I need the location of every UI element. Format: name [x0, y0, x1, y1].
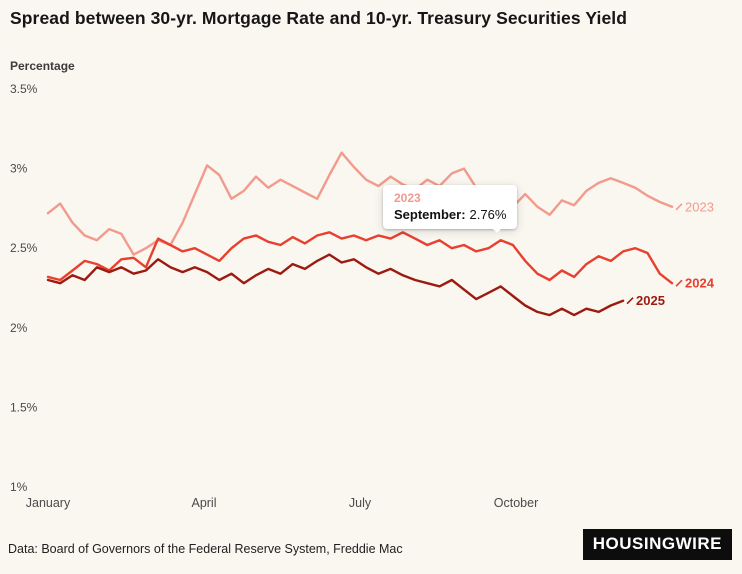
housingwire-logo: HOUSINGWIRE	[582, 529, 732, 560]
y-tick-label: 3.5%	[10, 82, 38, 96]
series-label-tick-2025	[626, 297, 634, 305]
tooltip-point-label: September:	[394, 207, 466, 222]
x-tick-label: July	[349, 496, 372, 510]
series-end-label-2024[interactable]: 2024	[685, 276, 715, 291]
chart-svg[interactable]: 1% 1.5% 2% 2.5% 3% 3.5% January April July Octobe…	[0, 70, 742, 526]
y-tick-label: 1%	[10, 480, 28, 494]
chart-title: Spread between 30-yr. Mortgage Rate and …	[10, 8, 628, 28]
series-line-2024[interactable]	[46, 231, 674, 285]
x-tick-label: October	[494, 496, 538, 510]
y-tick-label: 2%	[10, 321, 28, 335]
data-source-note: Data: Board of Governors of the Federal …	[8, 542, 403, 556]
tooltip-point-value: 2.76%	[469, 207, 507, 222]
chart-footer: Data: Board of Governors of the Federal …	[0, 526, 742, 574]
chart-tooltip: 2023 September: 2.76%	[383, 185, 518, 233]
series-end-label-2023[interactable]: 2023	[685, 199, 714, 214]
series-line-2025[interactable]	[46, 253, 625, 317]
x-tick-label: April	[191, 496, 216, 510]
y-tick-label: 1.5%	[10, 400, 38, 414]
y-axis-title: Percentage	[10, 59, 75, 73]
y-tick-label: 2.5%	[10, 241, 38, 255]
tooltip-value-line: September: 2.76%	[394, 207, 506, 222]
tooltip-series-label: 2023	[394, 191, 421, 205]
series-label-tick-2024	[675, 279, 683, 287]
series-line-2023[interactable]	[46, 151, 674, 256]
series-end-label-2025[interactable]: 2025	[636, 293, 665, 308]
y-tick-label: 3%	[10, 162, 28, 176]
x-tick-label: January	[26, 496, 71, 510]
series-label-tick-2023	[675, 203, 683, 211]
